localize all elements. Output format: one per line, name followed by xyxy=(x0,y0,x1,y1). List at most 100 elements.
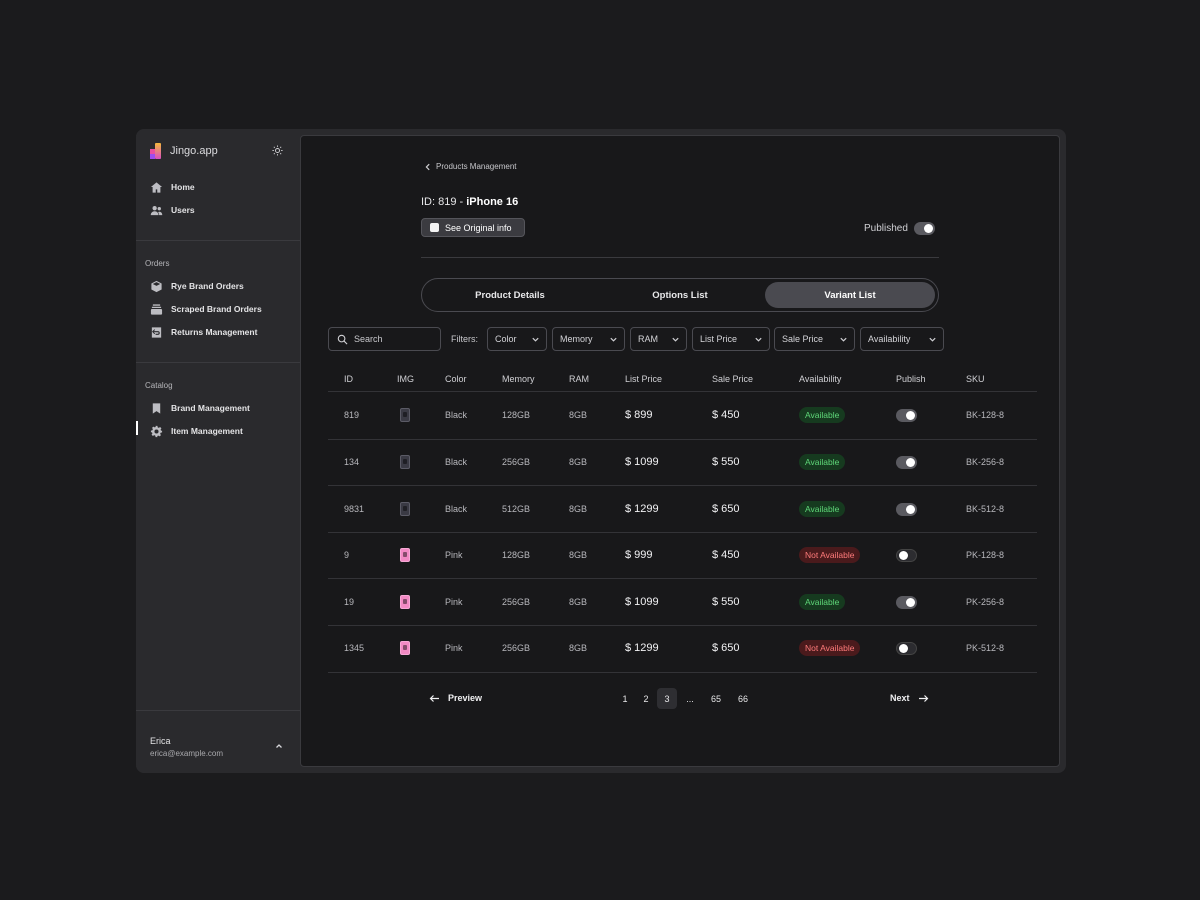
cell-list-price: $ 1099 xyxy=(625,455,659,468)
sidebar-item-scraped-brand-orders[interactable]: Scraped Brand Orders xyxy=(150,301,262,317)
publish-toggle[interactable] xyxy=(896,549,917,563)
status-badge: Available xyxy=(799,407,846,424)
filter-memory[interactable]: Memory xyxy=(552,327,625,351)
tab-options-list[interactable]: Options List xyxy=(652,289,708,301)
published-toggle[interactable] xyxy=(913,222,935,235)
cell-ram: 8GB xyxy=(569,456,588,467)
cell-id: 134 xyxy=(344,456,360,467)
page-button[interactable]: 2 xyxy=(643,693,649,704)
sidebar: Jingo.app Home Users Orders Rye Brand Or… xyxy=(136,129,300,773)
home-icon xyxy=(150,181,163,193)
filter-color[interactable]: Color xyxy=(487,327,547,351)
phone-black-icon xyxy=(400,408,410,423)
filter-label: Availability xyxy=(868,334,911,344)
bookmark-icon xyxy=(152,402,161,414)
phone-pink-icon xyxy=(400,548,410,563)
brand[interactable]: Jingo.app xyxy=(150,143,218,159)
column-header-sku[interactable]: SKU xyxy=(966,374,985,384)
page-button[interactable]: 65 xyxy=(710,693,721,704)
filter-label: RAM xyxy=(638,334,658,344)
publish-toggle[interactable] xyxy=(896,642,917,656)
column-header-sale-price[interactable]: Sale Price xyxy=(712,374,754,384)
page-ellipsis: ... xyxy=(686,693,694,704)
phone-pink-icon xyxy=(400,594,410,609)
cell-sale-price: $ 550 xyxy=(712,595,740,608)
filter-list-price[interactable]: List Price xyxy=(692,327,770,351)
column-header-list-price[interactable]: List Price xyxy=(625,374,663,384)
search-input[interactable] xyxy=(354,334,434,344)
cell-color: Pink xyxy=(445,550,463,561)
sidebar-item-label: Users xyxy=(171,205,195,215)
page-button[interactable]: 66 xyxy=(737,693,748,704)
column-header-memory[interactable]: Memory xyxy=(502,374,535,384)
cell-sale-price: $ 550 xyxy=(712,455,740,468)
column-header-img: IMG xyxy=(397,374,414,384)
phone-black-icon xyxy=(400,454,410,469)
cell-list-price: $ 1299 xyxy=(625,642,659,655)
users-icon xyxy=(150,205,163,215)
stack-icon xyxy=(150,303,163,315)
pagination-previous-button[interactable]: Preview xyxy=(429,693,482,703)
column-header-color[interactable]: Color xyxy=(445,374,467,384)
page-button-current[interactable]: 3 xyxy=(657,688,677,709)
column-header-availability[interactable]: Availability xyxy=(799,374,842,384)
publish-toggle[interactable] xyxy=(896,502,917,516)
app-window: Jingo.app Home Users Orders Rye Brand Or… xyxy=(136,129,1066,773)
publish-toggle[interactable] xyxy=(896,455,917,469)
sidebar-item-home[interactable]: Home xyxy=(150,179,195,195)
cell-list-price: $ 1099 xyxy=(625,595,659,608)
phone-pink-icon xyxy=(400,641,410,656)
cell-color: Black xyxy=(445,410,468,421)
filter-label: List Price xyxy=(700,334,738,344)
cell-id: 9 xyxy=(344,550,350,561)
filters-label: Filters: xyxy=(451,334,478,344)
cell-sku: PK-512-8 xyxy=(966,643,1005,654)
filter-availability[interactable]: Availability xyxy=(860,327,944,351)
cell-color: Pink xyxy=(445,596,463,607)
sidebar-item-label: Rye Brand Orders xyxy=(171,281,244,291)
cell-list-price: $ 899 xyxy=(625,409,653,422)
tab-product-details[interactable]: Product Details xyxy=(475,289,545,301)
sidebar-item-users[interactable]: Users xyxy=(150,202,195,218)
column-header-publish[interactable]: Publish xyxy=(896,374,926,384)
cell-ram: 8GB xyxy=(569,643,588,654)
filter-ram[interactable]: RAM xyxy=(630,327,687,351)
column-header-ram[interactable]: RAM xyxy=(569,374,589,384)
chevron-down-icon xyxy=(755,337,762,342)
search-box[interactable] xyxy=(328,327,441,351)
sun-icon[interactable] xyxy=(272,145,283,156)
page-button[interactable]: 1 xyxy=(622,693,628,704)
sidebar-item-label: Home xyxy=(171,182,195,192)
table-row-divider xyxy=(328,625,1037,626)
sidebar-item-rye-brand-orders[interactable]: Rye Brand Orders xyxy=(150,278,244,294)
sidebar-item-returns-management[interactable]: Returns Management xyxy=(150,324,257,340)
cell-sale-price: $ 450 xyxy=(712,549,740,562)
cell-id: 19 xyxy=(344,596,355,607)
column-header-id[interactable]: ID xyxy=(344,374,353,384)
status-badge: Available xyxy=(799,453,846,470)
cell-sku: BK-256-8 xyxy=(966,456,1005,467)
breadcrumb[interactable]: Products Management xyxy=(424,162,517,171)
chevron-up-icon[interactable] xyxy=(274,741,284,751)
see-original-info-button[interactable]: See Original info xyxy=(421,218,525,237)
box-icon xyxy=(151,280,162,292)
sidebar-item-label: Scraped Brand Orders xyxy=(171,304,262,314)
cell-memory: 256GB xyxy=(502,456,531,467)
sidebar-item-item-management[interactable]: Item Management xyxy=(150,423,243,439)
publish-toggle[interactable] xyxy=(896,595,917,609)
chevron-down-icon xyxy=(532,337,539,342)
filter-sale-price[interactable]: Sale Price xyxy=(774,327,855,351)
pagination-next-button[interactable]: Next xyxy=(890,693,929,703)
brand-logo-icon xyxy=(150,143,162,159)
tab-variant-list[interactable]: Variant List xyxy=(765,282,935,308)
status-badge: Not Available xyxy=(799,547,861,564)
sidebar-divider xyxy=(136,240,300,241)
arrow-left-icon xyxy=(429,694,439,702)
cell-memory: 512GB xyxy=(502,503,531,514)
sidebar-item-brand-management[interactable]: Brand Management xyxy=(150,400,250,416)
product-name: iPhone 16 xyxy=(466,196,519,208)
breadcrumb-label: Products Management xyxy=(436,162,517,171)
cell-sku: BK-512-8 xyxy=(966,503,1005,514)
publish-toggle[interactable] xyxy=(896,409,917,423)
page-title: ID: 819 - iPhone 16 xyxy=(421,196,518,208)
